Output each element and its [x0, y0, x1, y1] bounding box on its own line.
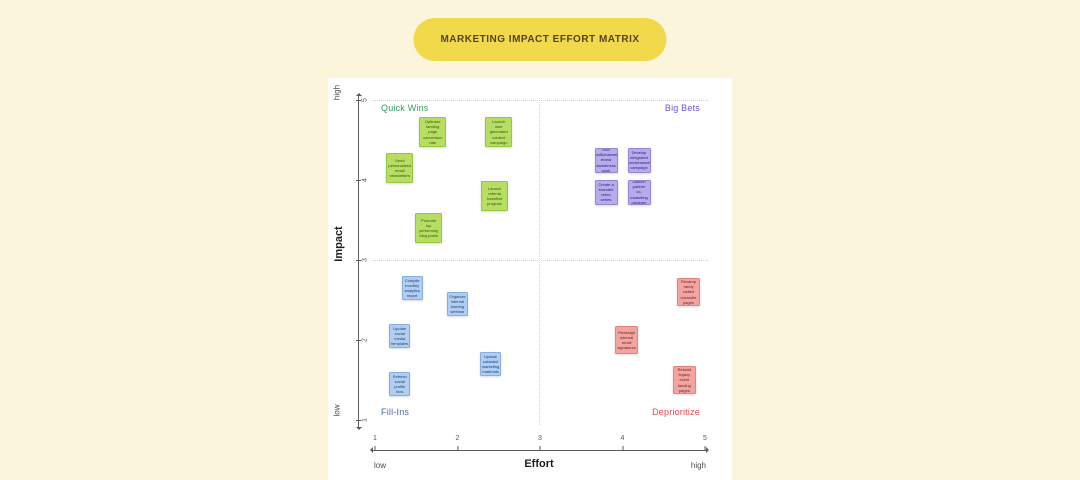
sticky-note[interactable]: Launch user generated content campaign — [485, 117, 513, 147]
x-tick-mark — [457, 446, 458, 451]
y-tick-mark — [356, 180, 361, 181]
x-axis-low-label: low — [374, 461, 387, 470]
sticky-note[interactable]: Launch referral incentive program — [481, 181, 509, 211]
y-tick-mark — [356, 340, 361, 341]
sticky-note[interactable]: Run multichannel brand awareness push — [594, 147, 618, 173]
sticky-note[interactable]: Refresh social profile bios — [389, 372, 411, 396]
sticky-note[interactable]: Create a branded video series — [594, 179, 618, 205]
y-tick-mark — [356, 260, 361, 261]
x-tick-mark — [704, 446, 706, 451]
sticky-note[interactable]: Send personalized email newsletters — [386, 153, 414, 183]
y-tick-label: 5 — [361, 98, 369, 102]
y-tick-label: 3 — [361, 258, 369, 262]
y-tick-label: 2 — [361, 338, 369, 342]
sticky-note[interactable]: Update outdated marketing materials — [480, 352, 501, 376]
matrix-panel: Quick Wins Big Bets Fill-Ins Deprioritiz… — [328, 78, 732, 480]
y-tick-label: 1 — [361, 418, 369, 422]
y-axis-line — [358, 95, 359, 428]
y-axis-low-label: low — [332, 404, 342, 417]
y-tick-label: 4 — [361, 178, 369, 182]
quadrant-label-deprioritize: Deprioritize — [652, 407, 700, 417]
sticky-note[interactable]: Organize internal training webinar — [447, 292, 468, 316]
quadrant-label-fill-ins: Fill-Ins — [381, 407, 410, 417]
sticky-note[interactable]: Develop integrated omnichannel campaign — [627, 147, 651, 173]
x-tick-mark — [374, 446, 376, 451]
sticky-note[interactable]: Optimize landing page conversion rate — [419, 117, 447, 147]
x-axis-arrow-right-icon — [706, 447, 712, 453]
x-tick-label: 3 — [538, 435, 542, 442]
sticky-note[interactable]: Revamp rarely visited microsite pages — [677, 278, 700, 306]
x-tick-mark — [622, 446, 623, 451]
sticky-note[interactable]: Update social media templates — [389, 324, 411, 348]
sticky-note[interactable]: Redesign internal email signatures — [615, 326, 639, 354]
sticky-note[interactable]: Compile monthly analytics report — [401, 276, 423, 300]
y-axis-high-label: high — [332, 84, 342, 101]
title-pill: MARKETING IMPACT EFFORT MATRIX — [413, 18, 667, 61]
y-tick-mark — [356, 420, 361, 421]
x-axis-arrow-left-icon — [367, 447, 373, 453]
quadrant-label-quick-wins: Quick Wins — [381, 103, 429, 113]
quadrant-label-big-bets: Big Bets — [664, 103, 700, 113]
quadrant-divider-horizontal — [372, 260, 708, 261]
x-tick-mark — [539, 446, 541, 451]
y-tick-mark — [356, 100, 361, 101]
x-tick-label: 5 — [703, 435, 707, 442]
x-tick-label: 1 — [373, 435, 377, 442]
x-axis-title: Effort — [524, 458, 554, 470]
sticky-note[interactable]: Launch partner co-marketing program — [627, 179, 651, 205]
y-axis-arrow-down-icon — [356, 427, 362, 433]
y-axis-arrow-up-icon — [356, 90, 362, 96]
x-axis-high-label: high — [690, 461, 706, 470]
x-tick-label: 2 — [455, 435, 460, 442]
y-axis-title: Impact — [333, 226, 345, 262]
sticky-note[interactable]: Promote top performing blog posts — [415, 213, 443, 243]
quadrant-divider-vertical — [539, 100, 540, 425]
x-tick-label: 4 — [620, 435, 625, 442]
sticky-note[interactable]: Rebuild legacy event landing pages — [672, 366, 696, 394]
plot-top-border — [372, 100, 708, 101]
